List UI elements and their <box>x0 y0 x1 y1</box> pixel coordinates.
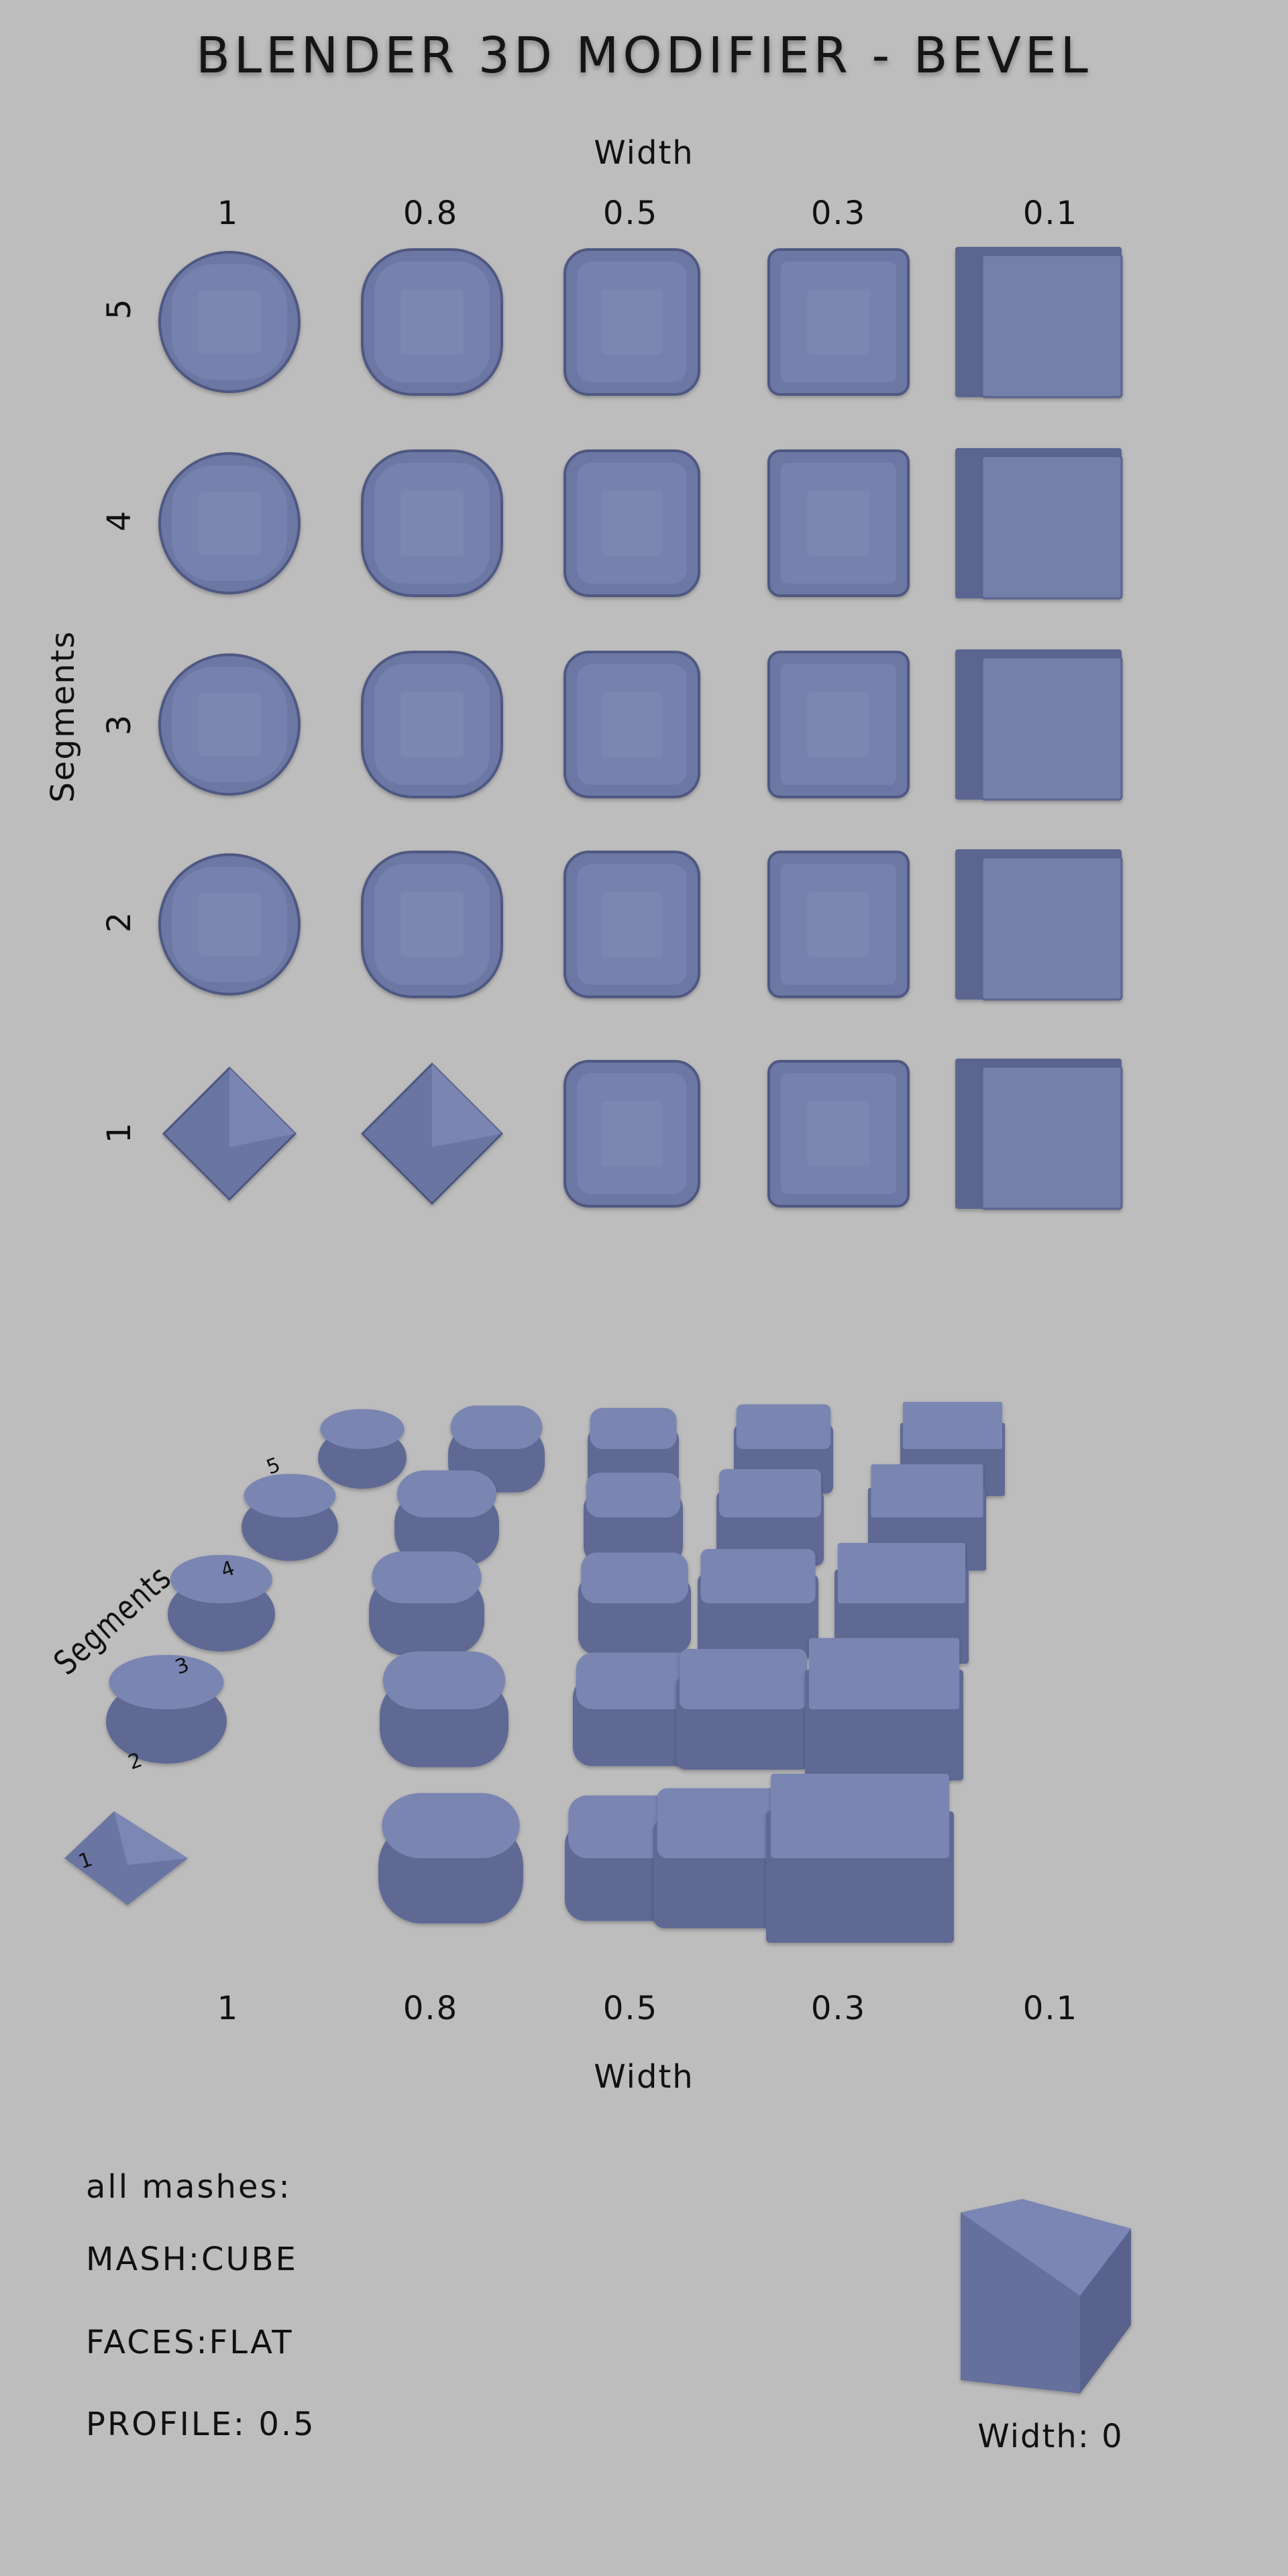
beveled-cube-icon <box>769 250 908 394</box>
beveled-cube-icon <box>766 1774 954 1943</box>
info-mesh: MASH:CUBE <box>86 2241 298 2278</box>
info-heading: all mashes: <box>86 2168 292 2206</box>
beveled-cube-icon <box>362 250 502 394</box>
beveled-cube-icon <box>106 1655 227 1764</box>
beveled-cube-icon <box>769 451 908 596</box>
beveled-cube-icon <box>362 1064 502 1203</box>
info-profile: PROFILE: 0.5 <box>86 2406 316 2443</box>
beveled-cube-icon <box>769 652 908 797</box>
beveled-cube-icon <box>676 1649 810 1770</box>
beveled-cube-icon <box>578 1552 691 1654</box>
beveled-cube-icon <box>378 1793 523 1923</box>
beveled-cube-icon <box>380 1652 508 1768</box>
beveled-cube-icon <box>241 1474 338 1561</box>
beveled-cube-icon <box>160 252 299 392</box>
beveled-cube-icon <box>769 1061 908 1206</box>
beveled-cube-icon <box>565 1061 699 1206</box>
beveled-cube-icon <box>565 250 699 394</box>
beveled-cube-icon <box>955 649 1122 800</box>
beveled-cube-icon <box>160 453 299 593</box>
persp-width-axis-label: Width <box>594 2058 694 2096</box>
beveled-cube-icon <box>362 852 502 997</box>
plain-cube-icon <box>961 2199 1131 2394</box>
beveled-cube-icon <box>160 655 299 794</box>
beveled-cube-icon <box>565 652 699 797</box>
beveled-cube-icon <box>955 1059 1122 1209</box>
beveled-cube-icon <box>955 448 1122 598</box>
beveled-cube-icon <box>769 852 908 997</box>
beveled-cube-icon <box>565 451 699 596</box>
perspective-view-grid <box>64 1402 1005 1943</box>
persp-width-tick: 0.5 <box>603 1990 658 2027</box>
beveled-cube-icon <box>955 849 1122 1000</box>
beveled-cube-icon <box>362 652 502 797</box>
reference-cube-label: Width: 0 <box>977 2418 1123 2455</box>
beveled-cube-icon <box>955 247 1122 397</box>
beveled-cube-icon <box>318 1409 407 1489</box>
beveled-cube-icon <box>362 451 502 596</box>
beveled-cube-icon <box>369 1552 484 1656</box>
info-faces: FACES:FLAT <box>86 2324 294 2361</box>
beveled-cube-icon <box>584 1472 683 1562</box>
persp-width-tick: 0.1 <box>1023 1990 1078 2027</box>
front-view-grid <box>160 247 1122 1209</box>
beveled-cube-icon <box>394 1470 499 1564</box>
persp-width-tick: 0.3 <box>811 1990 866 2027</box>
persp-width-tick: 0.8 <box>403 1990 458 2027</box>
beveled-cube-icon <box>164 1068 295 1199</box>
beveled-cube-icon <box>565 852 699 997</box>
beveled-cube-icon <box>160 855 299 994</box>
beveled-cube-icon <box>805 1638 963 1780</box>
persp-width-tick: 1 <box>217 1990 239 2027</box>
beveled-cube-icon <box>698 1549 818 1658</box>
